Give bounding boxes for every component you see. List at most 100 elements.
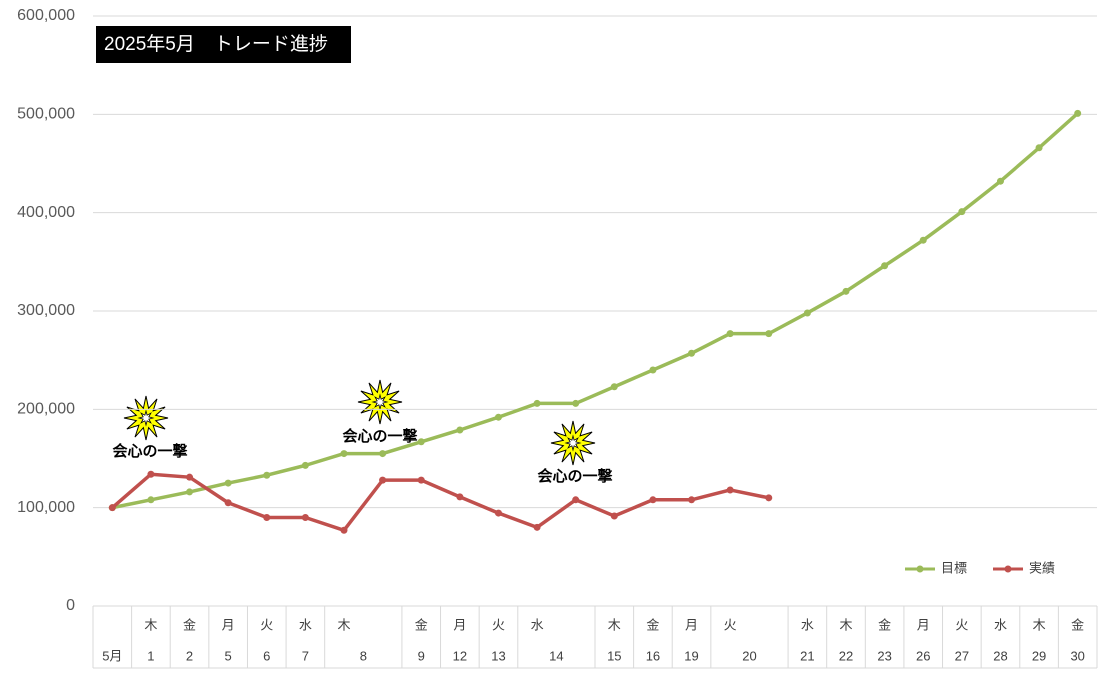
annotation: 会心の一撃 xyxy=(112,442,187,460)
marker xyxy=(186,488,194,496)
x-tick-label: 木 xyxy=(608,617,621,632)
x-group-label: 13 xyxy=(491,648,505,663)
x-group-label: 28 xyxy=(993,648,1007,663)
legend-marker xyxy=(916,565,924,573)
marker xyxy=(842,287,850,295)
x-group-label: 20 xyxy=(742,648,756,663)
marker xyxy=(224,479,232,487)
y-tick-label: 0 xyxy=(66,597,75,614)
x-tick-label: 水 xyxy=(299,617,312,632)
x-group-label: 14 xyxy=(549,648,563,663)
x-group-label: 6 xyxy=(263,648,270,663)
marker xyxy=(340,450,348,458)
x-tick-label: 月 xyxy=(917,617,930,632)
x-group-label: 22 xyxy=(839,648,853,663)
marker xyxy=(379,450,387,458)
x-tick-label: 火 xyxy=(492,617,505,632)
marker xyxy=(494,413,502,421)
x-group-label: 29 xyxy=(1032,648,1046,663)
x-tick-label: 水 xyxy=(531,617,544,632)
x-tick-label: 金 xyxy=(1071,617,1084,632)
x-tick-label: 金 xyxy=(415,617,428,632)
y-tick-label: 100,000 xyxy=(17,499,75,516)
x-tick-label: 金 xyxy=(878,617,891,632)
x-group-label: 5月 xyxy=(102,648,122,663)
starburst-core xyxy=(371,393,389,411)
marker xyxy=(533,523,541,531)
marker xyxy=(263,514,271,521)
marker xyxy=(186,473,194,481)
starburst-core xyxy=(564,434,582,452)
marker xyxy=(803,309,811,317)
x-tick-label: 火 xyxy=(260,617,273,632)
marker xyxy=(726,486,734,494)
marker xyxy=(649,366,657,374)
marker xyxy=(108,504,116,512)
legend-label: 目標 xyxy=(941,560,967,575)
x-tick-label: 金 xyxy=(183,617,196,632)
x-tick-label: 月 xyxy=(685,617,698,632)
legend-marker xyxy=(1004,565,1012,573)
x-group-label: 1 xyxy=(147,648,154,663)
y-tick-label: 400,000 xyxy=(17,204,75,221)
marker xyxy=(379,476,387,484)
starbursts xyxy=(123,379,596,466)
marker xyxy=(610,512,618,520)
x-tick-label: 木 xyxy=(337,617,350,632)
marker xyxy=(147,470,155,478)
marker xyxy=(1074,109,1082,117)
x-group-label: 5 xyxy=(225,648,232,663)
x-group-label: 30 xyxy=(1070,648,1084,663)
y-tick-label: 200,000 xyxy=(17,401,75,418)
x-tick-label: 木 xyxy=(144,617,157,632)
marker xyxy=(765,494,773,502)
x-tick-label: 水 xyxy=(994,617,1007,632)
marker xyxy=(1035,144,1043,152)
marker xyxy=(688,496,696,504)
x-tick-label: 月 xyxy=(222,617,235,632)
marker xyxy=(958,208,966,216)
annotation: 会心の一撃 xyxy=(342,427,417,445)
marker xyxy=(881,262,889,270)
x-tick-label: 月 xyxy=(453,617,466,632)
marker xyxy=(572,399,580,407)
marker xyxy=(726,330,734,338)
legend-label: 実績 xyxy=(1029,560,1055,575)
marker xyxy=(263,471,271,479)
marker xyxy=(456,493,464,501)
marker xyxy=(417,438,425,446)
y-tick-label: 300,000 xyxy=(17,302,75,319)
series-line xyxy=(111,472,770,533)
x-tick-label: 火 xyxy=(955,617,968,632)
x-group-label: 2 xyxy=(186,648,193,663)
x-group-label: 21 xyxy=(800,648,814,663)
x-tick-label: 木 xyxy=(1033,617,1046,632)
marker xyxy=(340,526,348,534)
marker xyxy=(765,330,773,338)
chart-title: 2025年5月 トレード進捗 xyxy=(104,33,328,55)
marker xyxy=(996,177,1004,185)
marker xyxy=(649,496,657,504)
y-tick-label: 600,000 xyxy=(17,7,75,24)
marker xyxy=(417,476,425,484)
x-tick-label: 水 xyxy=(801,617,814,632)
marker xyxy=(688,349,696,357)
marker xyxy=(224,499,232,507)
x-group-label: 27 xyxy=(955,648,969,663)
x-group-label: 15 xyxy=(607,648,621,663)
x-group-label: 23 xyxy=(877,648,891,663)
x-group-label: 26 xyxy=(916,648,930,663)
marker xyxy=(533,399,541,407)
y-tick-label: 500,000 xyxy=(17,106,75,123)
marker xyxy=(301,514,309,521)
series-line xyxy=(111,112,1079,510)
x-group-label: 8 xyxy=(360,648,367,663)
marker xyxy=(494,509,502,517)
x-tick-label: 金 xyxy=(646,617,659,632)
marker xyxy=(572,496,580,504)
marker xyxy=(301,461,309,469)
marker xyxy=(147,496,155,504)
x-tick-label: 火 xyxy=(724,617,737,632)
x-tick-label: 木 xyxy=(839,617,852,632)
x-group-label: 19 xyxy=(684,648,698,663)
